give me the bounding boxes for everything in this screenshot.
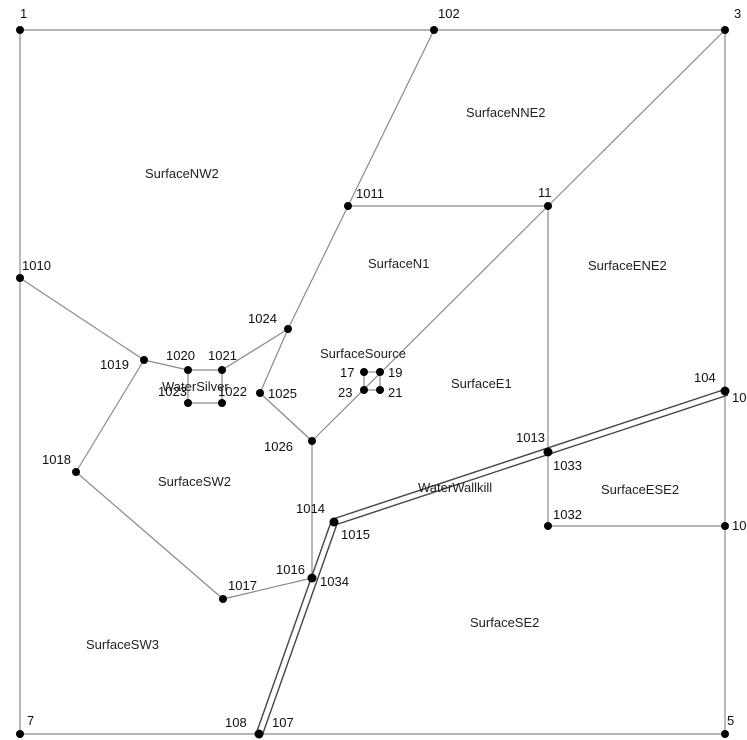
node-label-3: 3 — [734, 6, 741, 21]
region-label-ese2: SurfaceESE2 — [601, 482, 679, 497]
node-label-11: 11 — [538, 185, 552, 200]
node-21 — [376, 386, 384, 394]
region-label-sw3: SurfaceSW3 — [86, 637, 159, 652]
edge-1025-1026 — [259, 392, 313, 442]
region-label-nw2: SurfaceNW2 — [145, 166, 219, 181]
edge-1021-1024 — [221, 328, 289, 371]
node-label-5: 5 — [727, 713, 734, 728]
node-1024 — [284, 325, 292, 333]
node-label-1011: 1011 — [356, 186, 384, 201]
node-label-17: 17 — [340, 365, 354, 380]
node-19 — [376, 368, 384, 376]
edge-1017-1016 — [222, 577, 313, 600]
edge-1026-11 — [311, 205, 549, 442]
node-label-23: 23 — [338, 385, 352, 400]
node-3 — [721, 26, 729, 34]
node-label-1017: 1017 — [228, 578, 257, 593]
edge-102-1011 — [347, 29, 435, 207]
river-wallkill — [332, 388, 729, 526]
node-label-104: 104 — [694, 370, 716, 385]
node-label-1010: 1010 — [22, 258, 51, 273]
node-23 — [360, 386, 368, 394]
node-label-1018: 1018 — [42, 452, 71, 467]
edge-1024-1025 — [259, 328, 289, 394]
node-label-1016: 1016 — [276, 562, 305, 577]
node-1 — [16, 26, 24, 34]
node-1026 — [308, 437, 316, 445]
node-label-21: 21 — [388, 385, 402, 400]
edge-11-3 — [547, 29, 726, 207]
node-label-1021: 1021 — [208, 348, 237, 363]
region-label-se2: SurfaceSE2 — [470, 615, 539, 630]
edge-1019-1018 — [75, 359, 145, 473]
node-label-1013: 1013 — [516, 430, 545, 445]
node-label-1020: 1020 — [166, 348, 195, 363]
node-5 — [721, 730, 729, 738]
node-label-1: 1 — [20, 6, 27, 21]
node-1015 — [329, 517, 339, 527]
edge-1010-1019 — [19, 277, 145, 361]
node-10r2 — [721, 522, 729, 530]
region-label-n1: SurfaceN1 — [368, 256, 429, 271]
node-label-1019: 1019 — [100, 357, 129, 372]
node-1025 — [256, 389, 264, 397]
edge-1019-1020 — [143, 359, 189, 371]
node-label-19: 19 — [388, 365, 402, 380]
node-label-10r2: 10 — [732, 518, 746, 533]
region-label-wallkill: WaterWallkill — [418, 480, 492, 495]
node-1033 — [543, 447, 553, 457]
region-label-ene2: SurfaceENE2 — [588, 258, 667, 273]
node-label-1032: 1032 — [553, 507, 582, 522]
node-1021 — [218, 366, 226, 374]
region-labels-layer: SurfaceNNE2 SurfaceNW2 SurfaceN1 SurfaceENE… — [86, 105, 679, 652]
node-1022 — [218, 399, 226, 407]
edges-layer — [19, 29, 726, 735]
node-label-1014: 1014 — [296, 501, 325, 516]
river-lower — [255, 521, 338, 737]
edge-1011-1024 — [287, 205, 349, 330]
node-label-108: 108 — [225, 715, 247, 730]
node-1020 — [184, 366, 192, 374]
node-label-1015: 1015 — [341, 527, 370, 542]
node-1019 — [140, 356, 148, 364]
node-1011 — [344, 202, 352, 210]
node-label-7: 7 — [27, 713, 34, 728]
node-1017 — [219, 595, 227, 603]
node-label-1024: 1024 — [248, 311, 277, 326]
node-label-1026: 1026 — [264, 439, 293, 454]
node-label-1033: 1033 — [553, 458, 582, 473]
node-107 — [254, 729, 264, 739]
nodes-layer — [16, 26, 730, 739]
node-label-1023: 1023 — [158, 384, 187, 399]
node-label-107: 107 — [272, 715, 294, 730]
node-11 — [544, 202, 552, 210]
region-label-sw2: SurfaceSW2 — [158, 474, 231, 489]
node-label-1025: 1025 — [268, 386, 297, 401]
rivers-layer — [255, 388, 729, 737]
node-1018 — [72, 468, 80, 476]
node-label-10r1: 10 — [732, 390, 746, 405]
node-1032 — [544, 522, 552, 530]
region-label-watersilver: WaterSilver — [162, 379, 229, 394]
node-17 — [360, 368, 368, 376]
node-102 — [430, 26, 438, 34]
node-7 — [16, 730, 24, 738]
node-label-102: 102 — [438, 6, 460, 21]
node-1034 — [307, 573, 317, 583]
node-1023 — [184, 399, 192, 407]
edge-1018-1017 — [75, 471, 224, 600]
node-label-1022: 1022 — [218, 384, 247, 399]
node-label-1034: 1034 — [320, 574, 349, 589]
region-label-nne2: SurfaceNNE2 — [466, 105, 545, 120]
region-label-source: SurfaceSource — [320, 346, 406, 361]
region-label-e1: SurfaceE1 — [451, 376, 512, 391]
node-10r1 — [720, 386, 730, 396]
node-1010 — [16, 274, 24, 282]
